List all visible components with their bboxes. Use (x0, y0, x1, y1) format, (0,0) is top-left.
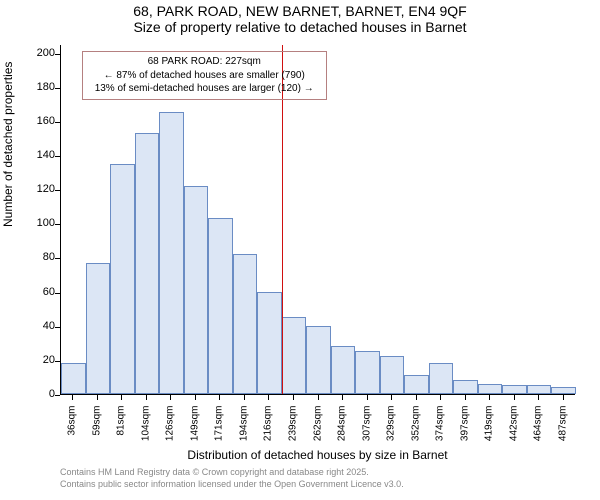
histogram-bar (502, 385, 527, 394)
x-tick-mark (195, 395, 196, 400)
x-tick-mark (367, 395, 368, 400)
x-tick-mark (293, 395, 294, 400)
y-tick-label: 40 (30, 320, 55, 332)
y-tick-label: 0 (30, 388, 55, 400)
x-tick-label: 397sqm (459, 406, 470, 446)
histogram-bar (282, 317, 307, 394)
x-tick-label: 36sqm (67, 406, 78, 446)
histogram-bar (135, 133, 160, 394)
plot-area: 68 PARK ROAD: 227sqm ← 87% of detached h… (60, 45, 575, 395)
annotation-line2: ← 87% of detached houses are smaller (79… (90, 69, 319, 83)
x-tick-label: 284sqm (337, 406, 348, 446)
annotation-line3: 13% of semi-detached houses are larger (… (90, 82, 319, 96)
y-axis-label: Number of detached properties (1, 62, 15, 227)
histogram-bar (233, 254, 258, 394)
x-tick-mark (416, 395, 417, 400)
histogram-bar (404, 375, 429, 394)
x-tick-mark (563, 395, 564, 400)
y-tick-label: 60 (30, 286, 55, 298)
x-tick-mark (268, 395, 269, 400)
x-axis-label: Distribution of detached houses by size … (60, 448, 575, 462)
histogram-bar (380, 356, 405, 394)
x-tick-mark (244, 395, 245, 400)
x-tick-mark (391, 395, 392, 400)
y-tick-label: 140 (30, 149, 55, 161)
x-tick-label: 374sqm (435, 406, 446, 446)
x-tick-mark (538, 395, 539, 400)
y-tick-label: 80 (30, 251, 55, 263)
x-tick-label: 442sqm (508, 406, 519, 446)
x-tick-label: 126sqm (165, 406, 176, 446)
histogram-bar (478, 384, 503, 394)
x-tick-label: 352sqm (410, 406, 421, 446)
x-tick-label: 487sqm (557, 406, 568, 446)
x-tick-mark (489, 395, 490, 400)
chart-title-sub: Size of property relative to detached ho… (0, 19, 600, 40)
x-tick-label: 81sqm (116, 406, 127, 446)
x-tick-label: 239sqm (287, 406, 298, 446)
annotation-box: 68 PARK ROAD: 227sqm ← 87% of detached h… (82, 51, 327, 100)
x-tick-label: 307sqm (361, 406, 372, 446)
x-tick-mark (514, 395, 515, 400)
x-tick-mark (219, 395, 220, 400)
histogram-bar (159, 112, 184, 394)
x-tick-mark (465, 395, 466, 400)
x-tick-mark (440, 395, 441, 400)
x-tick-label: 104sqm (140, 406, 151, 446)
histogram-bar (184, 186, 209, 394)
x-tick-label: 464sqm (533, 406, 544, 446)
histogram-bar (306, 326, 331, 394)
x-tick-mark (342, 395, 343, 400)
x-tick-mark (170, 395, 171, 400)
x-tick-label: 419sqm (484, 406, 495, 446)
histogram-bar (551, 387, 576, 394)
x-tick-mark (121, 395, 122, 400)
histogram-bar (429, 363, 454, 394)
y-tick-label: 200 (30, 47, 55, 59)
x-tick-mark (72, 395, 73, 400)
y-tick-label: 160 (30, 115, 55, 127)
histogram-bar (331, 346, 356, 394)
annotation-line1: 68 PARK ROAD: 227sqm (90, 55, 319, 69)
y-tick-mark (55, 395, 60, 396)
y-tick-label: 120 (30, 183, 55, 195)
histogram-bar (110, 164, 135, 394)
histogram-bar (208, 218, 233, 394)
x-tick-mark (318, 395, 319, 400)
x-tick-label: 216sqm (263, 406, 274, 446)
x-tick-mark (146, 395, 147, 400)
histogram-bar (86, 263, 111, 394)
x-tick-label: 262sqm (312, 406, 323, 446)
x-tick-mark (97, 395, 98, 400)
histogram-bar (61, 363, 86, 394)
x-tick-label: 329sqm (386, 406, 397, 446)
footer-line1: Contains HM Land Registry data © Crown c… (60, 467, 369, 477)
x-tick-label: 194sqm (238, 406, 249, 446)
histogram-bar (453, 380, 478, 394)
chart-container: 68, PARK ROAD, NEW BARNET, BARNET, EN4 9… (0, 0, 600, 500)
histogram-bar (257, 292, 282, 394)
histogram-bar (527, 385, 552, 394)
chart-title-main: 68, PARK ROAD, NEW BARNET, BARNET, EN4 9… (0, 0, 600, 19)
x-tick-label: 59sqm (91, 406, 102, 446)
x-tick-label: 149sqm (189, 406, 200, 446)
footer-line2: Contains public sector information licen… (60, 479, 404, 489)
histogram-bar (355, 351, 380, 394)
y-tick-label: 100 (30, 217, 55, 229)
x-tick-label: 171sqm (214, 406, 225, 446)
y-tick-label: 180 (30, 81, 55, 93)
y-tick-label: 20 (30, 354, 55, 366)
